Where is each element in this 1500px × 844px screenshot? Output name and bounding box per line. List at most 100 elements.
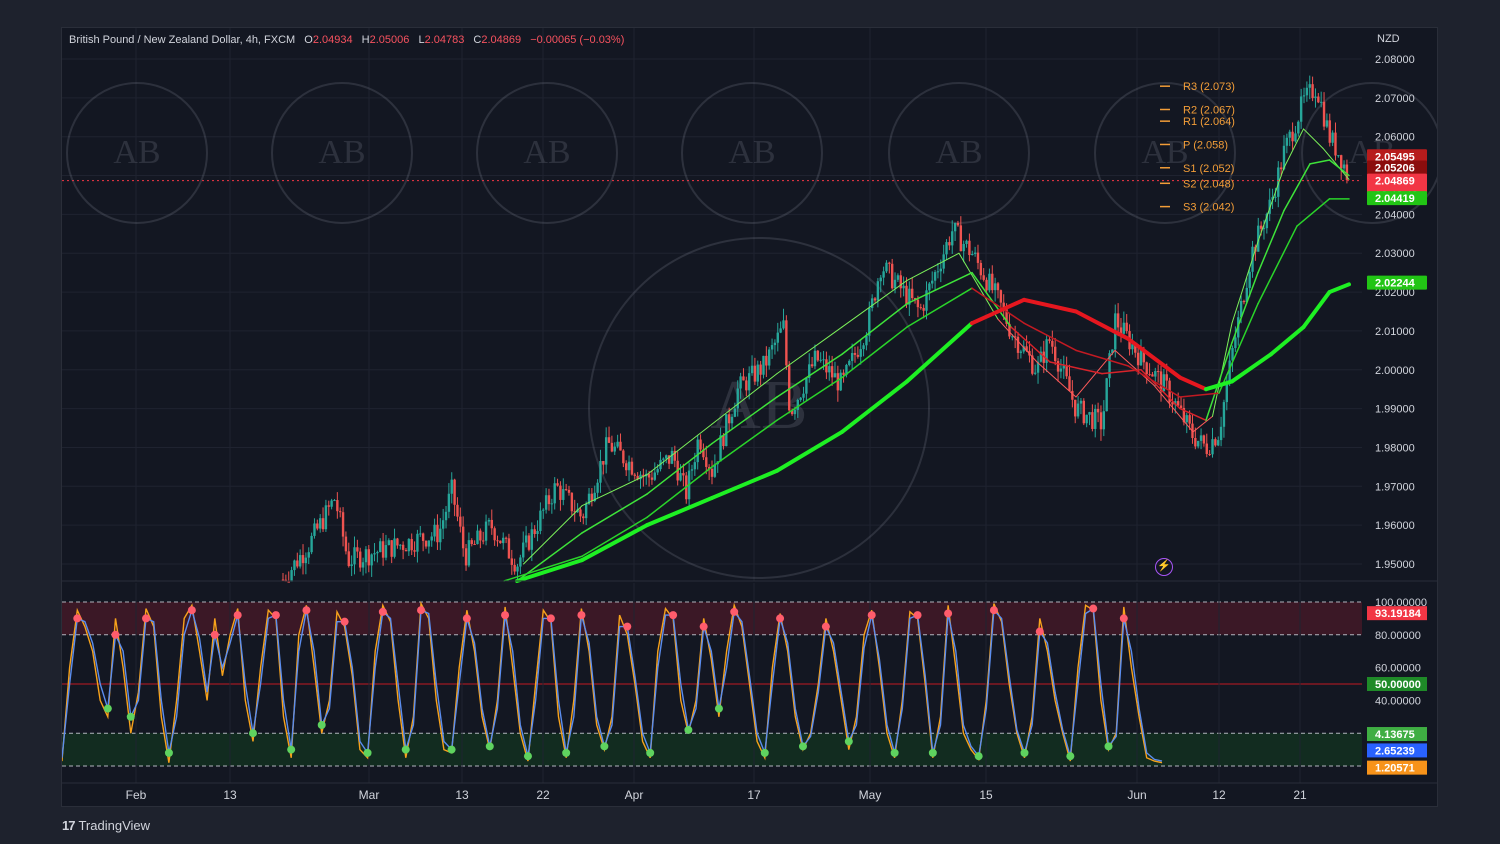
candle (733, 402, 737, 418)
stochastic-chart[interactable]: 100.00000 80.00000 60.00000 40.00000 93.1918… (62, 583, 1437, 808)
candle (1331, 130, 1334, 147)
watermark-initials: AB (728, 134, 775, 171)
tradingview-logo[interactable]: 17 TradingView (62, 818, 150, 833)
candle-body (427, 540, 431, 547)
candle-body (433, 524, 436, 537)
candle-body (390, 540, 393, 557)
candle-body (533, 529, 536, 534)
candle-body (1291, 131, 1294, 142)
candle-body (504, 537, 508, 539)
candle (413, 541, 416, 557)
candle-body (590, 493, 594, 501)
candle-body (999, 290, 1003, 303)
ema-segment (1140, 369, 1181, 410)
candle (447, 483, 451, 519)
candle-body (822, 359, 825, 361)
candle-body (502, 537, 505, 544)
sell-dot (187, 606, 196, 615)
candle-body (1340, 155, 1343, 169)
candle-body (573, 511, 576, 513)
candle (862, 342, 865, 357)
candle (524, 526, 528, 548)
candle (604, 427, 608, 474)
watermark-initials: AB (318, 134, 365, 171)
candle (1019, 349, 1023, 359)
candle (599, 449, 602, 493)
candle-body (762, 355, 765, 375)
osc-tag (1367, 727, 1427, 742)
buy-dot (523, 752, 532, 761)
candle (421, 532, 425, 552)
candle-body (482, 540, 485, 542)
candle-body (1065, 365, 1068, 377)
candle (1013, 325, 1017, 349)
candle-body (1277, 167, 1280, 197)
osc-tag (1367, 606, 1427, 621)
price-chart[interactable]: ABABABABABABABABR3 (2.073)R2 (2.067)R1 (… (62, 28, 1437, 583)
pivot-label: R1 (2.064) (1183, 116, 1235, 128)
candle (1116, 303, 1120, 337)
candle (327, 500, 330, 516)
candle (682, 463, 685, 487)
ema-segment (503, 555, 583, 582)
currency-label[interactable]: NZD (1377, 33, 1400, 45)
ema-segment (1303, 128, 1324, 149)
candle-body (493, 528, 496, 541)
lightning-icon[interactable]: ⚡ (1155, 558, 1173, 576)
ema-segment (776, 376, 843, 422)
price-tag (1367, 191, 1427, 206)
candle-body (759, 364, 762, 375)
candle-body (419, 533, 422, 535)
candle-body (1039, 351, 1043, 362)
buy-dot (103, 704, 112, 713)
candle-body (667, 455, 671, 464)
ema-segment (1296, 198, 1331, 227)
sell-dot (989, 606, 998, 615)
candle (1317, 93, 1320, 104)
candle (945, 239, 948, 260)
candle (982, 268, 985, 282)
candle (510, 549, 513, 575)
sell-dot (501, 611, 510, 620)
candle-body (842, 372, 845, 375)
candle-body (361, 562, 365, 568)
chart-frame[interactable]: ABABABABABABABABR3 (2.073)R2 (2.067)R1 (… (61, 27, 1438, 807)
candle (533, 525, 536, 538)
candle-body (953, 222, 957, 232)
candle-body (1136, 352, 1140, 366)
candle-body (810, 364, 814, 367)
candle (770, 338, 774, 359)
candle (762, 355, 765, 379)
symbol-title[interactable]: British Pound / New Zealand Dollar, 4h, … (69, 34, 296, 46)
candle (727, 407, 731, 431)
candle (808, 353, 811, 383)
sell-dot (623, 622, 632, 631)
price-tick-label: 2.07000 (1375, 93, 1415, 105)
candle-body (281, 579, 285, 581)
candle-body (776, 332, 779, 343)
ema-segment (711, 419, 778, 468)
ema-segment (906, 287, 973, 328)
candle-body (376, 552, 379, 554)
candle (296, 552, 299, 569)
ema-segment (1036, 361, 1077, 398)
candle-body (1045, 339, 1048, 363)
candle (1285, 133, 1289, 154)
candle-body (1334, 132, 1337, 156)
candle-body (808, 364, 811, 378)
candle-body (1328, 120, 1331, 143)
price-tags: 2.054952.052062.0486902:48:482.044192.02… (1367, 149, 1427, 290)
candle (487, 517, 491, 526)
candle (387, 538, 391, 546)
tradingview-logo-text: TradingView (78, 818, 151, 833)
candle (433, 518, 436, 542)
candle (756, 360, 759, 387)
candle (1282, 135, 1286, 171)
candle-body (785, 320, 788, 366)
osc-tag-text: 1.20571 (1375, 763, 1415, 775)
candle (1274, 187, 1277, 202)
candle (993, 277, 997, 302)
candle-body (1131, 344, 1134, 350)
candle (1102, 400, 1106, 437)
candle-body (1165, 374, 1168, 381)
